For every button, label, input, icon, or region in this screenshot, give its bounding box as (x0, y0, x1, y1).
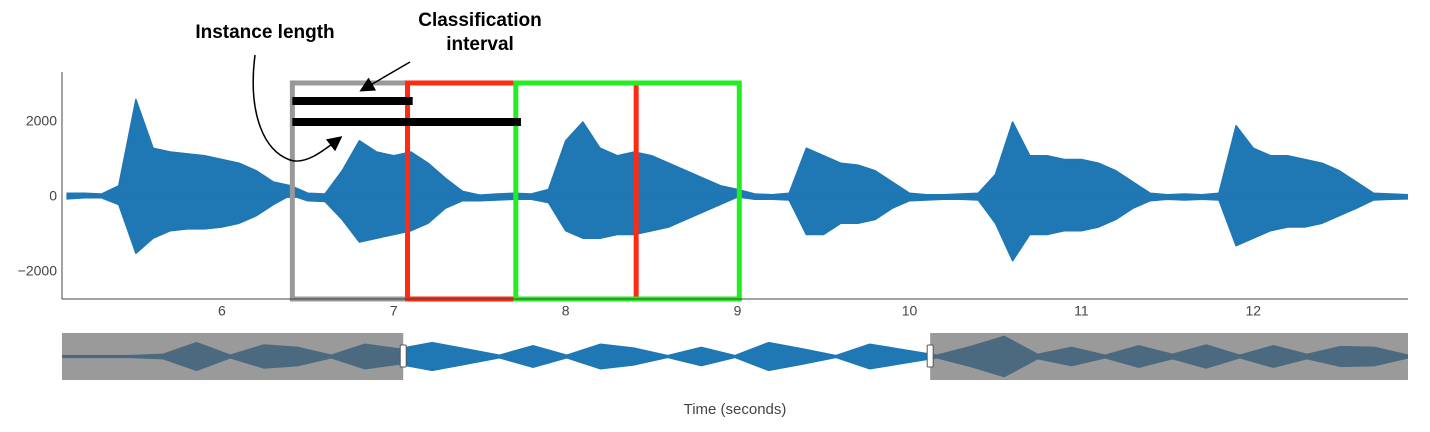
range-slider[interactable] (62, 333, 1408, 380)
x-tick-label: 9 (734, 303, 742, 319)
slider-waveform (62, 335, 1408, 378)
slider-mask (62, 333, 404, 380)
x-tick-label: 10 (902, 303, 918, 319)
x-axis-title: Time (seconds) (684, 401, 787, 418)
slider-handle[interactable] (399, 344, 407, 368)
waveform-area (66, 194, 1408, 262)
annotation: Instance length (195, 22, 335, 43)
annotation-arrow (252, 54, 343, 162)
slider-wave (62, 335, 1408, 378)
x-tick-label: 8 (562, 303, 570, 319)
y-tick-label: 0 (49, 188, 57, 204)
annotation: Classification interval (418, 10, 542, 55)
waveform-area (66, 98, 1408, 198)
annotation-arrow (359, 61, 411, 92)
y-tick-label: 2000 (26, 113, 57, 129)
slider-mask (930, 333, 1408, 380)
x-tick-label: 12 (1245, 303, 1261, 319)
y-tick-label: −2000 (18, 263, 58, 279)
slider-handle[interactable] (926, 344, 934, 368)
waveform-layer (66, 98, 1408, 262)
x-tick-label: 7 (390, 303, 398, 319)
x-tick-label: 11 (1074, 303, 1089, 319)
x-tick-label: 6 (218, 303, 226, 319)
